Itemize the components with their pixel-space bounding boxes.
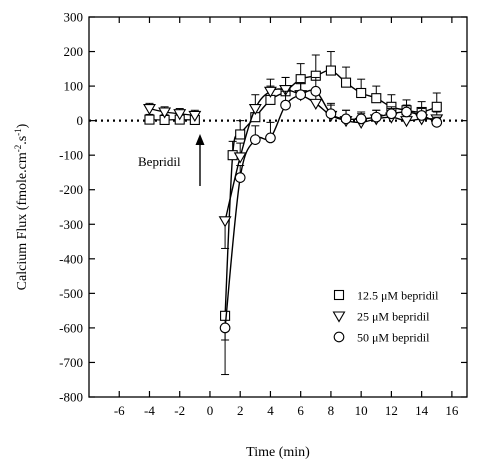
y-axis-label-end: ) <box>15 123 30 128</box>
data-point <box>265 132 276 144</box>
x-tick-label: -2 <box>174 403 185 418</box>
y-tick-label: -400 <box>59 251 83 266</box>
data-point <box>219 322 231 334</box>
x-axis-label: Time (min) <box>246 445 310 460</box>
y-tick-label: -700 <box>59 355 83 370</box>
data-point <box>280 99 291 111</box>
series-baseline-line <box>149 107 195 117</box>
y-tick-label: -100 <box>59 148 83 163</box>
data-point <box>279 84 293 97</box>
x-tick-label: 2 <box>237 403 244 418</box>
data-point <box>431 117 443 128</box>
x-tick-label: -6 <box>114 403 125 418</box>
y-axis-label-sup1: -2 <box>13 145 23 153</box>
x-tick-label: 12 <box>385 403 398 418</box>
data-point <box>263 86 277 98</box>
x-tick-label: 10 <box>355 403 368 418</box>
data-point <box>431 101 442 112</box>
y-axis-label-mid: .s <box>15 136 30 145</box>
data-point <box>355 113 367 125</box>
data-point <box>295 89 307 101</box>
x-tick-label: 4 <box>267 403 274 418</box>
data-point <box>340 113 352 125</box>
y-tick-label: -500 <box>59 286 83 301</box>
x-tick-label: -4 <box>144 403 155 418</box>
arrow-head-icon <box>195 134 205 145</box>
data-point <box>416 110 427 121</box>
x-axis: -6 -4 -2 0 2 4 6 8 10 12 14 16 <box>114 17 459 418</box>
plot-frame <box>88 16 468 398</box>
x-tick-label: 6 <box>297 403 304 418</box>
x-tick-label: 0 <box>207 403 214 418</box>
data-point <box>386 108 397 120</box>
y-axis-label-sup2: -1 <box>13 128 23 136</box>
data-point <box>233 152 247 164</box>
data-point <box>325 65 336 76</box>
legend: 12.5 μM bepridil 25 μM bepridil 50 μM bepr… <box>332 289 439 345</box>
data-point <box>143 103 156 116</box>
data-point <box>235 129 246 140</box>
data-point <box>356 87 367 99</box>
data-point <box>173 109 187 121</box>
y-axis-label-main: Calcium Flux (fmole.cm <box>15 152 30 290</box>
data-point <box>309 98 323 110</box>
data-point <box>218 216 232 228</box>
data-point <box>234 172 246 183</box>
x-tick-label: 14 <box>415 403 429 418</box>
bepridil-annotation: Bepridil <box>138 134 205 186</box>
series-layer <box>143 51 444 376</box>
x-tick-label: 8 <box>328 403 335 418</box>
y-axis: 300 200 100 0 -100 -200 -300 -400 -500 -600 -700 -8… <box>59 10 467 405</box>
y-tick-label: 100 <box>64 79 84 94</box>
data-point <box>144 114 155 125</box>
legend-label: 25 μM bepridil <box>357 310 430 324</box>
y-tick-label: -300 <box>59 217 83 232</box>
y-tick-label: 200 <box>64 44 84 59</box>
data-point <box>158 107 172 119</box>
bepridil-label: Bepridil <box>138 154 181 169</box>
series-circle <box>219 76 443 341</box>
legend-marker <box>332 311 346 323</box>
data-point <box>248 103 262 116</box>
data-point <box>310 85 322 97</box>
y-axis-label: Calcium Flux (fmole.cm-2.s-1) <box>13 123 30 290</box>
data-point <box>249 134 261 145</box>
data-point <box>188 110 202 123</box>
legend-marker <box>333 331 345 343</box>
y-tick-label: 0 <box>77 113 84 128</box>
data-point <box>401 106 412 118</box>
data-point <box>370 111 382 123</box>
y-tick-label: -200 <box>59 182 83 197</box>
data-point <box>220 310 231 321</box>
data-point <box>340 77 352 88</box>
data-point <box>371 93 382 104</box>
legend-label: 50 μM bepridil <box>357 331 430 345</box>
y-tick-label: -600 <box>59 320 83 335</box>
legend-label: 12.5 μM bepridil <box>357 289 439 303</box>
legend-marker <box>333 289 345 301</box>
data-point <box>325 108 337 120</box>
y-tick-label: -800 <box>59 390 83 405</box>
y-tick-label: 300 <box>64 10 84 25</box>
x-tick-label: 16 <box>445 403 459 418</box>
